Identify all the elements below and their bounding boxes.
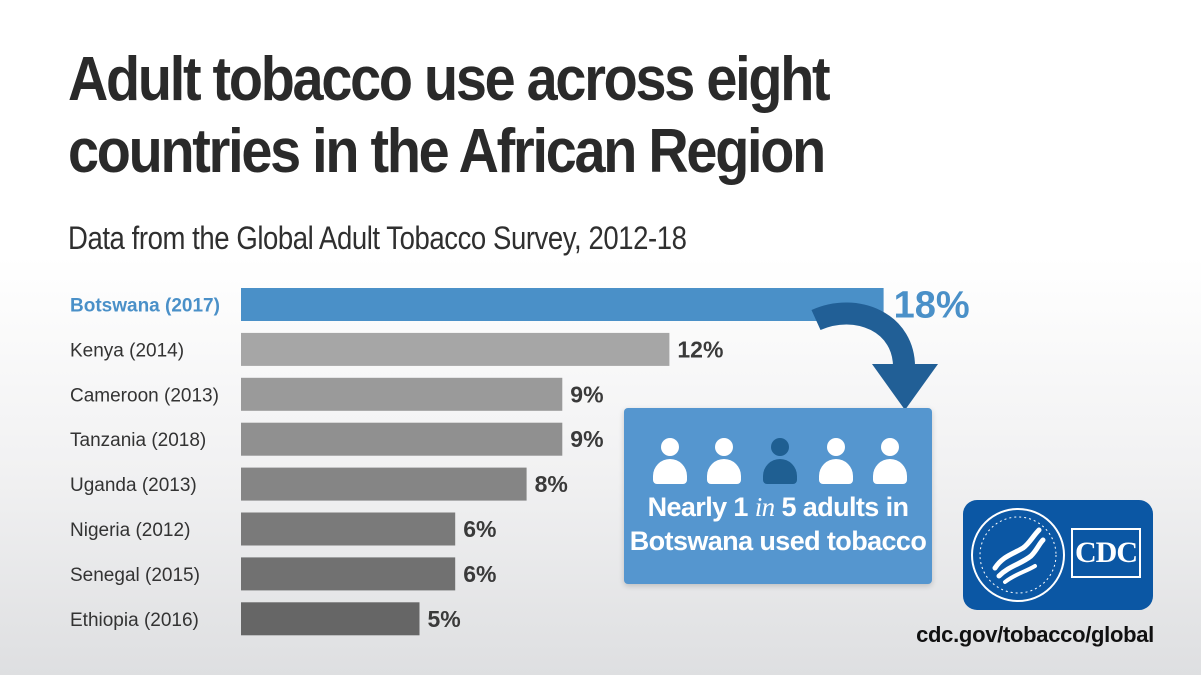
cdc-wordmark: CDC	[1071, 528, 1141, 578]
callout-box: Nearly 1 in 5 adults in Botswana used to…	[624, 408, 932, 584]
chart-title: Adult tobacco use across eight countries…	[68, 44, 831, 188]
bar	[241, 512, 456, 546]
category-label: Ethiopia (2016)	[70, 610, 199, 631]
category-label: Kenya (2014)	[70, 340, 184, 361]
value-label: 6%	[463, 561, 496, 587]
cdc-logo: CDC	[963, 500, 1153, 610]
value-label: 12%	[677, 336, 723, 362]
person-icon	[704, 438, 744, 484]
callout-line-2: Botswana used tobacco	[629, 526, 927, 556]
person-icon	[760, 438, 800, 484]
category-label: Nigeria (2012)	[70, 520, 190, 541]
title-line-1: Adult tobacco use across eight	[68, 45, 831, 114]
bar	[241, 377, 563, 411]
value-label: 6%	[463, 516, 496, 542]
chart-subtitle: Data from the Global Adult Tobacco Surve…	[68, 220, 687, 256]
value-label: 5%	[428, 606, 461, 632]
bar	[241, 602, 420, 636]
title-line-2: countries in the African Region	[68, 117, 826, 186]
value-label: 9%	[570, 381, 603, 407]
bar	[241, 467, 527, 501]
bar	[241, 557, 456, 591]
bar	[241, 288, 884, 321]
person-icon	[816, 438, 856, 484]
callout-line-1: Nearly 1 in 5 adults in	[647, 492, 909, 522]
curved-arrow-icon	[811, 302, 938, 410]
value-label: 18%	[894, 285, 970, 327]
category-label: Senegal (2015)	[70, 565, 200, 586]
person-icon	[870, 438, 910, 484]
category-label: Tanzania (2018)	[70, 430, 206, 451]
category-label: Botswana (2017)	[70, 296, 220, 317]
value-label: 8%	[535, 471, 568, 497]
category-label: Uganda (2013)	[70, 475, 197, 496]
bar	[241, 422, 563, 456]
footer-url[interactable]: cdc.gov/tobacco/global	[916, 622, 1154, 647]
callout-text: Nearly 1 in 5 adults in Botswana used to…	[624, 490, 932, 558]
person-icon	[650, 438, 690, 484]
people-row	[650, 438, 910, 488]
bar-chart: Botswana (2017) 18% Kenya (2014) 12% Cameroo…	[70, 285, 970, 636]
value-label: 9%	[570, 426, 603, 452]
bar	[241, 332, 670, 366]
hhs-seal-icon	[971, 508, 1065, 602]
category-label: Cameroon (2013)	[70, 385, 219, 406]
